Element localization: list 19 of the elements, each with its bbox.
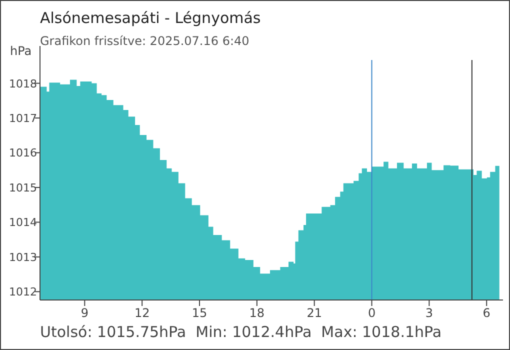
x-tick-label: 6 (482, 306, 490, 320)
x-tick-label: 12 (134, 306, 150, 320)
y-tick-label: 1017 (9, 112, 37, 126)
x-tick-label: 3 (425, 306, 433, 320)
y-tick-label: 1018 (9, 77, 37, 90)
y-tick-label: 1015 (9, 181, 37, 194)
x-tick-label: 0 (368, 306, 376, 320)
text: Utolsó: 1015.75hPa Min: 1012.4hPa Max: 1018.1hPa (40, 323, 442, 341)
y-tick-label: 1012 (9, 286, 37, 299)
x-tick-label: 21 (306, 306, 322, 320)
chart-subtitle: Grafikon frissítve: 2025.07.16 6:40 (40, 34, 250, 48)
x-tick-label: 15 (192, 306, 208, 320)
y-tick-label: 1014 (9, 216, 37, 230)
chart-title: Alsónemesapáti - Légnyomás (40, 9, 261, 27)
y-axis-title: hPa (10, 44, 32, 58)
x-tick-label: 9 (80, 306, 88, 320)
x-tick-label: 18 (249, 306, 265, 320)
y-tick-label: 1013 (9, 250, 37, 264)
y-tick-label: 1016 (9, 146, 37, 160)
